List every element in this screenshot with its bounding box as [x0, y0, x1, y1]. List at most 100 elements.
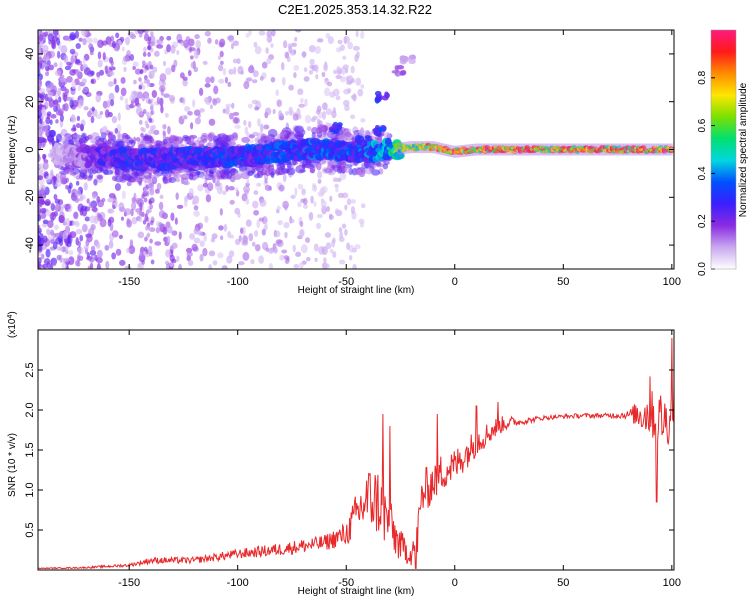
spectrogram-halo	[92, 170, 97, 175]
spectrogram-halo	[286, 167, 296, 176]
spectrogram-speckle	[126, 217, 131, 225]
spectrogram-speckle	[281, 249, 288, 254]
spectrogram-speckle	[75, 68, 81, 77]
spectrogram-speckle	[49, 119, 53, 126]
spectrogram-speckle	[69, 99, 74, 109]
spectrogram-speckle	[299, 97, 304, 104]
spectrogram-speckle	[288, 106, 293, 115]
spectrogram-speckle	[38, 175, 44, 181]
spectrogram-speckle	[254, 106, 260, 111]
spectrogram-speckle	[268, 185, 272, 191]
spectrogram-speckle	[115, 32, 120, 39]
spectrogram-speckle	[159, 97, 164, 107]
spectrogram-speckle	[59, 246, 64, 252]
spectrogram-speckle	[290, 219, 295, 224]
spectrogram-speckle	[316, 38, 324, 43]
spectrogram-speckle	[163, 60, 167, 67]
spectrogram-speckle	[342, 64, 349, 70]
spectrogram-halo	[264, 169, 272, 177]
spectrogram-speckle	[243, 185, 250, 194]
spectrogram-halo	[130, 139, 136, 148]
spectrogram-speckle	[128, 104, 136, 109]
spectrogram-speckle	[163, 212, 168, 220]
spectrogram-speckle	[68, 256, 75, 266]
spectrogram-halo	[173, 140, 181, 147]
spectrogram-speckle	[187, 111, 193, 116]
spectrogram-speckle	[292, 113, 299, 121]
spectrogram-speckle	[309, 64, 314, 70]
spectrogram-speckle	[92, 37, 98, 44]
spectrogram-speckle	[135, 197, 143, 203]
spectrogram-speckle	[313, 243, 319, 252]
spectrogram-speckle	[102, 100, 108, 109]
spectrogram-speckle	[70, 127, 77, 132]
spectrogram-speckle	[101, 197, 106, 203]
spectrogram-speckle	[85, 239, 90, 247]
spectrogram-speckle	[294, 187, 298, 196]
colorbar-tick-label: 0.8	[697, 70, 708, 84]
spectrogram-speckle	[339, 171, 347, 181]
spectrogram-speckle	[301, 188, 306, 196]
spectrogram-speckle	[251, 241, 256, 247]
spectrogram-speckle	[295, 30, 302, 33]
spectrogram-speckle	[38, 33, 44, 42]
spectrogram-halo	[130, 178, 141, 183]
spectrogram-speckle	[56, 37, 61, 46]
spectrogram-speckle	[308, 45, 316, 53]
spectrogram-speckle	[183, 115, 188, 120]
snr-ytick-label: 0.5	[24, 522, 36, 537]
spectrogram-speckle	[141, 193, 145, 199]
spectrogram-speckle	[207, 37, 212, 44]
spectrogram-speckle	[238, 261, 245, 266]
spectrogram-speckle	[275, 89, 279, 97]
spectrogram-speckle	[68, 182, 73, 189]
spectrogram-speckle	[193, 49, 199, 59]
spectrogram-speckle	[174, 217, 178, 225]
spectrogram-speckle	[194, 34, 200, 40]
spectrogram-speckle	[146, 232, 151, 238]
colorbar-tick-label: 0.2	[697, 214, 708, 228]
spectrogram-speckle	[276, 99, 282, 108]
spectrogram-feature	[408, 54, 415, 60]
spectrogram-halo	[207, 133, 215, 142]
spectrogram-halo	[344, 165, 351, 174]
spectrogram-speckle	[203, 96, 210, 104]
spectrogram-speckle	[208, 118, 216, 126]
spectrogram-speckle	[332, 69, 338, 75]
spectrogram-speckle	[261, 228, 266, 236]
spectrogram-speckle	[248, 233, 254, 242]
spectrogram-speckle	[107, 208, 112, 214]
spectrogram-speckle	[228, 250, 235, 258]
spectrogram-speckle	[38, 230, 41, 235]
spectrogram-speckle	[339, 44, 345, 51]
spectrogram-speckle	[122, 55, 130, 62]
spectrogram-speckle	[118, 202, 125, 211]
spectrogram-speckle	[193, 66, 199, 73]
spectrogram-speckle	[245, 198, 250, 205]
spectrogram-speckle	[225, 184, 229, 192]
spectrogram-speckle	[277, 220, 283, 226]
spectrogram-speckle	[95, 113, 102, 119]
spectrogram-speckle	[81, 223, 88, 233]
spectrogram-speckle	[360, 30, 365, 40]
spectrogram-speckle	[295, 251, 302, 257]
spectrogram-xlabel: Height of straight line (km)	[298, 285, 415, 296]
spectrogram-speckle	[45, 175, 51, 183]
spectrogram-speckle	[253, 209, 260, 216]
spectrogram-speckle	[310, 195, 314, 204]
spectrogram-speckle	[112, 204, 116, 210]
spectrogram-speckle	[82, 58, 86, 67]
spectrogram-speckle	[226, 255, 233, 264]
spectrogram-speckle	[166, 235, 171, 245]
spectrogram-speckle	[54, 180, 62, 188]
spectrogram-speckle	[134, 97, 140, 106]
spectrogram-speckle	[282, 40, 288, 49]
spectrogram-ytick-label: 40	[24, 48, 36, 60]
spectrogram-speckle	[49, 262, 53, 269]
spectrogram-speckle	[143, 78, 148, 84]
spectrogram-speckle	[63, 257, 71, 263]
spectrogram-speckle	[219, 50, 224, 58]
spectrogram-speckle	[248, 120, 252, 128]
spectrogram-speckle	[121, 46, 125, 52]
spectrogram-halo	[168, 176, 177, 184]
